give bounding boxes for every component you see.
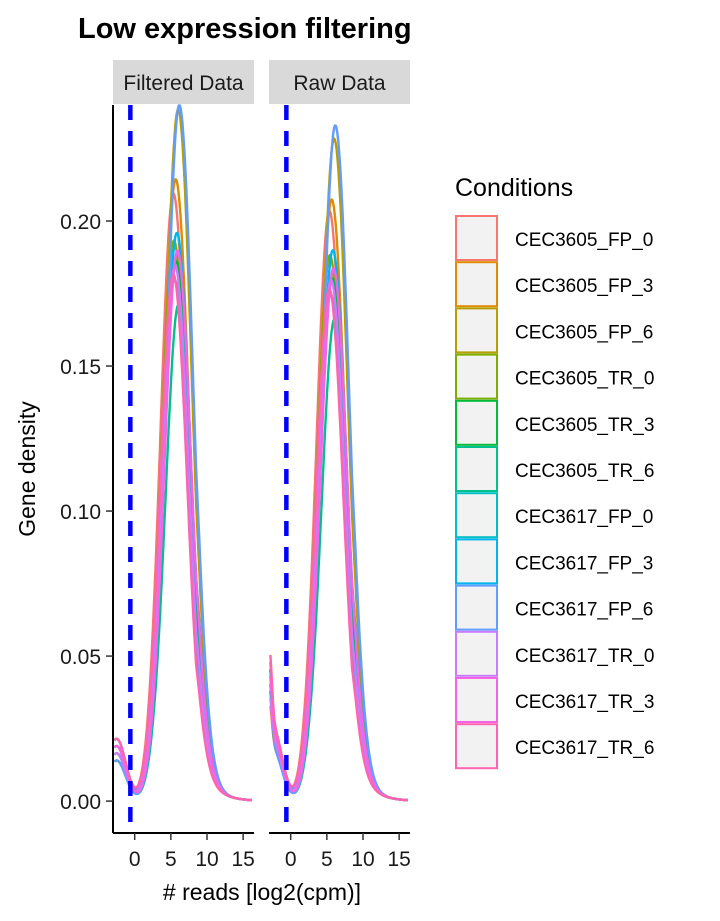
legend-item: CEC3617_TR_3 [455, 677, 654, 723]
y-tick-label: 0.15 [60, 356, 101, 379]
density-curves [113, 104, 253, 802]
panel-raw: Raw Data 0 5 10 15 [269, 60, 411, 871]
legend-key [455, 399, 498, 446]
strip-label: Filtered Data [123, 72, 244, 95]
legend-item: CEC3617_FP_0 [455, 492, 653, 539]
legend-key [455, 307, 498, 354]
legend-key [455, 215, 498, 261]
density-line-CEC3617_TR_0 [113, 264, 253, 802]
legend-item: CEC3617_TR_6 [455, 723, 654, 770]
x-tick-label: 0 [285, 848, 297, 871]
legend-label: CEC3617_FP_0 [515, 507, 653, 528]
legend-key [455, 677, 498, 723]
strip-background [113, 60, 254, 104]
chart-title: Low expression filtering [78, 13, 412, 45]
legend-label: CEC3617_TR_0 [515, 646, 654, 667]
x-tick-label: 15 [387, 848, 410, 871]
density-line-CEC3617_TR_6 [269, 288, 409, 802]
legend-item: CEC3617_TR_0 [455, 630, 654, 677]
x-tick-label: 5 [165, 848, 177, 871]
legend-title: Conditions [455, 174, 573, 202]
legend-label: CEC3605_TR_6 [515, 461, 654, 482]
legend-key [455, 492, 498, 539]
legend-label: CEC3617_FP_3 [515, 553, 653, 574]
strip-label: Raw Data [293, 72, 386, 95]
density-line-CEC3605_FP_6 [113, 108, 253, 802]
legend-label: CEC3605_FP_6 [515, 322, 653, 343]
strip-background [269, 60, 410, 104]
panel-filtered: Filtered Data 0 5 10 15 [113, 60, 255, 871]
legend-item: CEC3605_FP_6 [455, 307, 653, 354]
density-line-CEC3605_FP_6 [269, 137, 409, 802]
legend-label: CEC3605_TR_0 [515, 369, 654, 390]
legend-items: CEC3605_FP_0 CEC3605_FP_3 CEC3605_FP_6 CEC3… [455, 215, 654, 770]
x-tick-label: 15 [231, 848, 254, 871]
legend-key [455, 261, 498, 308]
legend-label: CEC3605_FP_3 [515, 276, 653, 297]
legend-item: CEC3605_TR_6 [455, 446, 654, 492]
legend-item: CEC3605_FP_3 [455, 261, 653, 308]
legend-key [455, 723, 498, 770]
legend-item: CEC3605_TR_3 [455, 399, 654, 446]
legend: Conditions CEC3605_FP_0CEC3605_FP_3CEC36… [455, 174, 654, 770]
legend-item: CEC3605_TR_0 [455, 353, 654, 400]
y-tick-label: 0.20 [60, 211, 101, 234]
y-axis-title: Gene density [14, 401, 40, 537]
density-line-CEC3617_TR_0 [269, 278, 409, 802]
legend-item: CEC3617_FP_3 [455, 538, 653, 585]
legend-key [455, 584, 498, 631]
legend-label: CEC3605_TR_3 [515, 415, 654, 436]
density-curves [269, 124, 409, 802]
y-tick-label: 0.00 [60, 791, 101, 814]
y-axis: 0.00 0.05 0.10 0.15 0.20 [60, 105, 114, 833]
legend-item: CEC3605_FP_0 [455, 215, 653, 261]
legend-item: CEC3617_FP_6 [455, 584, 653, 631]
legend-label: CEC3617_TR_3 [515, 692, 654, 713]
legend-label: CEC3605_FP_0 [515, 230, 653, 251]
density-line-CEC3617_FP_6 [269, 124, 409, 802]
legend-key [455, 446, 498, 492]
density-line-CEC3617_FP_6 [113, 104, 253, 802]
x-tick-label: 0 [129, 848, 141, 871]
x-tick-label: 10 [351, 848, 374, 871]
legend-key [455, 538, 498, 585]
y-tick-label: 0.10 [60, 501, 101, 524]
x-tick-label: 10 [195, 848, 218, 871]
legend-key [455, 630, 498, 677]
legend-label: CEC3617_FP_6 [515, 600, 653, 621]
legend-label: CEC3617_TR_6 [515, 738, 654, 759]
legend-key [455, 353, 498, 400]
x-tick-label: 5 [321, 848, 333, 871]
density-line-CEC3617_TR_6 [113, 273, 253, 802]
x-axis-title: # reads [log2(cpm)] [163, 879, 361, 905]
y-tick-label: 0.05 [60, 646, 101, 669]
